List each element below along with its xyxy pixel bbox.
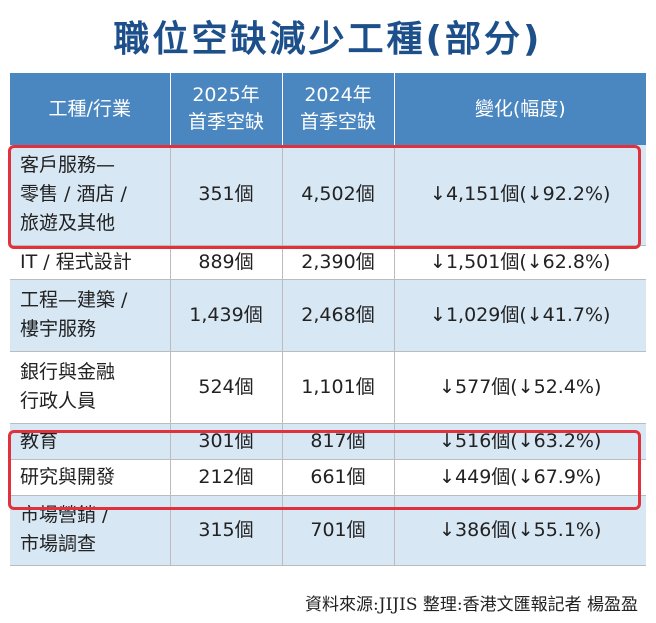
row-change: ↓386個(↓55.1%) (394, 495, 646, 566)
header-2025-label: 2025年 首季空缺 (187, 84, 264, 133)
vacancy-table: 工種/行業 2025年 首季空缺 2024年 首季空缺 變化(幅度) 客戶服務—… (10, 73, 646, 566)
row-2024: 701個 (282, 495, 395, 566)
row-2024: 661個 (282, 459, 395, 496)
table-header-row: 工種/行業 2025年 首季空缺 2024年 首季空缺 變化(幅度) (10, 73, 646, 145)
row-2025: 524個 (170, 351, 283, 424)
row-industry: 市場營銷 / 市場調查 (10, 495, 171, 566)
header-2024-label: 2024年 首季空缺 (299, 84, 376, 133)
row-2024: 1,101個 (282, 351, 395, 424)
header-industry-label: 工種/行業 (48, 97, 131, 120)
row-change: ↓1,501個(↓62.8%) (394, 245, 646, 280)
row-industry: 研究與開發 (10, 459, 171, 496)
row-change: ↓4,151個(↓92.2%) (394, 145, 646, 246)
row-2024: 817個 (282, 423, 395, 460)
table-row: 教育 301個 817個 ↓516個(↓63.2%) (10, 423, 646, 460)
table-row: 銀行與金融 行政人員 524個 1,101個 ↓577個(↓52.4%) (10, 351, 646, 424)
row-2025: 212個 (170, 459, 283, 496)
row-change: ↓577個(↓52.4%) (394, 351, 646, 424)
row-2025: 301個 (170, 423, 283, 460)
row-industry: 銀行與金融 行政人員 (10, 351, 171, 424)
header-change-label: 變化(幅度) (474, 97, 566, 120)
header-2024: 2024年 首季空缺 (282, 73, 395, 145)
table-row: 工程—建築 / 樓宇服務 1,439個 2,468個 ↓1,029個(↓41.7… (10, 279, 646, 352)
row-industry: 工程—建築 / 樓宇服務 (10, 279, 171, 352)
header-change: 變化(幅度) (394, 73, 646, 145)
table-row: 客戶服務— 零售 / 酒店 / 旅遊及其他 351個 4,502個 ↓4,151… (10, 145, 646, 246)
row-industry: 客戶服務— 零售 / 酒店 / 旅遊及其他 (10, 145, 171, 246)
header-industry: 工種/行業 (10, 73, 171, 145)
source-credit: 資料來源:JIJIS 整理:香港文匯報記者 楊盈盈 (305, 595, 638, 615)
row-2024: 4,502個 (282, 145, 395, 246)
table-row: 研究與開發 212個 661個 ↓449個(↓67.9%) (10, 459, 646, 496)
row-2025: 1,439個 (170, 279, 283, 352)
row-2025: 351個 (170, 145, 283, 246)
header-2025: 2025年 首季空缺 (170, 73, 283, 145)
row-industry: 教育 (10, 423, 171, 460)
row-2024: 2,468個 (282, 279, 395, 352)
row-change: ↓1,029個(↓41.7%) (394, 279, 646, 352)
row-2025: 889個 (170, 245, 283, 280)
row-2024: 2,390個 (282, 245, 395, 280)
page-title: 職位空缺減少工種(部分) (113, 19, 543, 60)
row-industry: IT / 程式設計 (10, 245, 171, 280)
row-change: ↓516個(↓63.2%) (394, 423, 646, 460)
row-2025: 315個 (170, 495, 283, 566)
row-change: ↓449個(↓67.9%) (394, 459, 646, 496)
table-row: 市場營銷 / 市場調查 315個 701個 ↓386個(↓55.1%) (10, 495, 646, 566)
table-row: IT / 程式設計 889個 2,390個 ↓1,501個(↓62.8%) (10, 245, 646, 280)
